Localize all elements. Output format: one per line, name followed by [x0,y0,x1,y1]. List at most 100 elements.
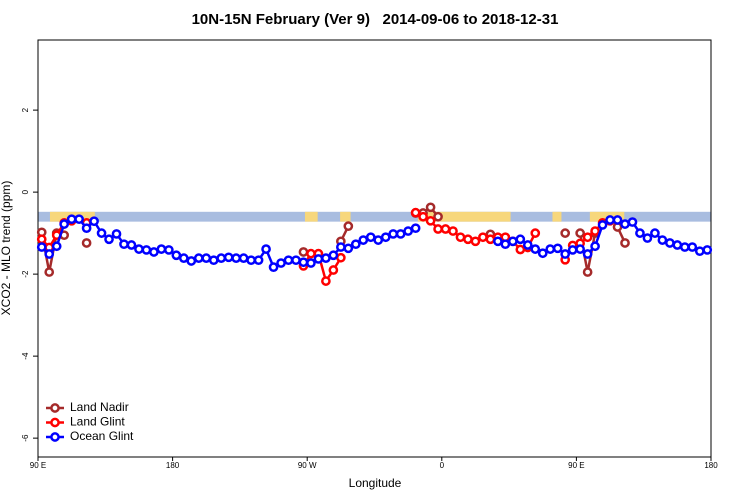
point [193,253,204,263]
point [336,242,346,252]
point [313,254,324,264]
point [605,215,615,225]
point [253,255,264,266]
point [89,216,99,227]
point [507,236,518,247]
point [567,245,578,255]
point [388,229,399,239]
point [321,253,331,263]
point [321,276,331,286]
point [81,238,92,248]
point [178,253,189,263]
point [171,250,182,261]
legend-label: Land Nadir [70,400,129,414]
point [81,223,92,234]
y-tick-label: -6 [21,434,30,442]
point [231,253,242,263]
point [560,228,571,238]
point [306,248,316,259]
point [545,244,556,254]
point [433,211,443,222]
point [440,224,451,234]
land-region [417,211,511,222]
point [478,232,488,243]
point [208,255,219,266]
point [687,242,698,252]
point [51,241,62,252]
point [455,232,466,243]
point [470,236,481,247]
point [74,214,84,225]
point [291,255,301,266]
point [560,249,571,259]
point [268,262,279,273]
point [104,234,114,245]
point [500,239,511,250]
point [582,267,593,277]
point [522,240,533,250]
point [493,236,503,247]
point [418,211,428,222]
legend-label: Ocean Glint [70,429,134,443]
point [597,220,608,230]
point [119,239,129,250]
point [463,234,473,245]
y-tick-label: 2 [21,107,30,112]
point [665,238,675,248]
legend-marker [50,403,60,413]
point [642,233,653,243]
y-tick-label: -4 [21,352,30,360]
point [126,240,137,250]
y-axis-label: XCO2 - MLO trend (ppm) [0,181,13,316]
point [164,245,174,255]
point [44,249,55,259]
land-region [304,211,318,222]
point [582,232,593,243]
point [343,221,354,232]
point [350,239,361,250]
point [530,244,541,254]
x-tick-label: 180 [166,461,180,470]
point [373,235,384,245]
point [425,202,436,213]
point [36,234,47,245]
point [149,247,159,257]
point [627,217,638,227]
point [59,219,70,229]
point [620,238,630,248]
point [328,250,339,261]
point [403,226,413,236]
y-tick-label: 0 [21,189,30,194]
x-tick-label: 90 E [568,461,584,470]
legend-marker [50,432,60,442]
point [298,257,309,268]
x-axis-label: Longitude [349,476,402,490]
point [66,214,77,225]
point [410,223,421,234]
y-tick-label: -2 [21,270,30,278]
point [530,228,541,238]
point [515,244,526,255]
point [395,229,406,239]
point [702,245,713,255]
point [365,232,376,243]
chart-title: 10N-15N February (Ver 9) 2014-09-06 to 2… [192,11,559,28]
point [261,244,271,254]
point [238,253,249,263]
point [298,247,309,257]
point [620,219,630,229]
point [410,207,421,218]
mask-band [38,211,711,222]
point [328,265,339,275]
point [537,248,548,259]
point [223,252,234,263]
point [433,224,443,234]
x-tick-label: 90 W [298,461,317,470]
x-tick-label: 90 E [30,461,46,470]
point [343,243,354,254]
point [134,244,144,254]
legend-label: Land Glint [70,415,125,429]
point [246,255,256,266]
point [425,215,436,226]
